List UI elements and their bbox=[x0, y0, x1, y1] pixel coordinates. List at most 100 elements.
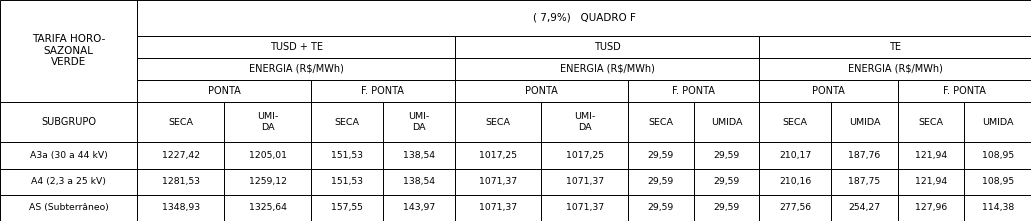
Bar bbox=[383, 169, 455, 195]
Text: 1071,37: 1071,37 bbox=[566, 203, 604, 212]
Bar bbox=[455, 80, 628, 102]
Bar bbox=[831, 143, 898, 169]
Bar bbox=[311, 169, 383, 195]
Bar bbox=[898, 102, 964, 143]
Text: UMIDA: UMIDA bbox=[710, 118, 742, 126]
Text: PONTA: PONTA bbox=[525, 86, 558, 96]
Text: ENERGIA (R$/MWh): ENERGIA (R$/MWh) bbox=[248, 64, 343, 74]
Text: 29,59: 29,59 bbox=[713, 203, 739, 212]
Bar bbox=[964, 102, 1031, 143]
Bar bbox=[898, 143, 964, 169]
Text: 29,59: 29,59 bbox=[647, 177, 674, 186]
Bar bbox=[455, 195, 541, 221]
Text: 1071,37: 1071,37 bbox=[479, 177, 518, 186]
Text: 187,75: 187,75 bbox=[849, 177, 880, 186]
Bar bbox=[898, 195, 964, 221]
Bar bbox=[455, 143, 541, 169]
Bar bbox=[898, 169, 964, 195]
Bar bbox=[541, 143, 628, 169]
Text: 29,59: 29,59 bbox=[647, 203, 674, 212]
Bar bbox=[759, 80, 898, 102]
Bar bbox=[628, 80, 759, 102]
Bar bbox=[383, 195, 455, 221]
Text: TARIFA HORO-
SAZONAL
VERDE: TARIFA HORO- SAZONAL VERDE bbox=[32, 34, 105, 67]
Text: UMI-
DA: UMI- DA bbox=[257, 112, 278, 132]
Text: 210,16: 210,16 bbox=[779, 177, 811, 186]
Bar bbox=[541, 102, 628, 143]
Bar bbox=[137, 0, 1031, 36]
Text: SUBGRUPO: SUBGRUPO bbox=[41, 117, 96, 127]
Text: SECA: SECA bbox=[168, 118, 194, 126]
Text: 1071,37: 1071,37 bbox=[479, 203, 518, 212]
Bar bbox=[831, 195, 898, 221]
Text: 108,95: 108,95 bbox=[982, 151, 1013, 160]
Bar bbox=[455, 169, 541, 195]
Bar bbox=[759, 58, 1031, 80]
Bar bbox=[137, 58, 455, 80]
Text: A3a (30 a 44 kV): A3a (30 a 44 kV) bbox=[30, 151, 107, 160]
Bar bbox=[898, 80, 1031, 102]
Bar bbox=[311, 195, 383, 221]
Bar bbox=[383, 102, 455, 143]
Bar bbox=[964, 195, 1031, 221]
Bar bbox=[541, 195, 628, 221]
Text: SECA: SECA bbox=[334, 118, 360, 126]
Bar bbox=[455, 102, 541, 143]
Text: PONTA: PONTA bbox=[812, 86, 844, 96]
Bar bbox=[541, 169, 628, 195]
Bar bbox=[628, 169, 694, 195]
Bar bbox=[0, 143, 137, 169]
Bar bbox=[759, 143, 831, 169]
Text: F. PONTA: F. PONTA bbox=[943, 86, 986, 96]
Bar bbox=[224, 102, 311, 143]
Bar bbox=[0, 102, 137, 143]
Text: 114,38: 114,38 bbox=[982, 203, 1013, 212]
Text: 29,59: 29,59 bbox=[713, 151, 739, 160]
Text: 121,94: 121,94 bbox=[914, 151, 947, 160]
Bar bbox=[759, 195, 831, 221]
Text: SECA: SECA bbox=[486, 118, 510, 126]
Text: TUSD: TUSD bbox=[594, 42, 621, 52]
Bar bbox=[0, 169, 137, 195]
Text: UMI-
DA: UMI- DA bbox=[574, 112, 595, 132]
Bar bbox=[831, 102, 898, 143]
Bar bbox=[383, 143, 455, 169]
Bar bbox=[224, 169, 311, 195]
Text: UMIDA: UMIDA bbox=[849, 118, 880, 126]
Text: 210,17: 210,17 bbox=[779, 151, 811, 160]
Bar bbox=[0, 169, 137, 195]
Text: 108,95: 108,95 bbox=[982, 177, 1013, 186]
Bar bbox=[224, 195, 311, 221]
Bar bbox=[694, 169, 759, 195]
Bar bbox=[964, 143, 1031, 169]
Text: SECA: SECA bbox=[783, 118, 807, 126]
Text: 1281,53: 1281,53 bbox=[162, 177, 200, 186]
Text: 277,56: 277,56 bbox=[779, 203, 811, 212]
Bar bbox=[759, 36, 1031, 58]
Bar bbox=[628, 195, 694, 221]
Bar bbox=[628, 102, 694, 143]
Bar bbox=[224, 143, 311, 169]
Bar bbox=[0, 195, 137, 221]
Bar bbox=[311, 102, 383, 143]
Text: 138,54: 138,54 bbox=[403, 177, 435, 186]
Text: 1017,25: 1017,25 bbox=[479, 151, 518, 160]
Bar bbox=[0, 143, 137, 169]
Bar bbox=[137, 102, 224, 143]
Bar bbox=[137, 80, 311, 102]
Bar bbox=[137, 143, 224, 169]
Text: SECA: SECA bbox=[919, 118, 943, 126]
Text: 121,94: 121,94 bbox=[914, 177, 947, 186]
Text: 1205,01: 1205,01 bbox=[248, 151, 287, 160]
Text: SECA: SECA bbox=[648, 118, 673, 126]
Text: 1259,12: 1259,12 bbox=[248, 177, 287, 186]
Text: PONTA: PONTA bbox=[208, 86, 240, 96]
Text: 187,76: 187,76 bbox=[849, 151, 880, 160]
Bar bbox=[694, 195, 759, 221]
Text: UMIDA: UMIDA bbox=[982, 118, 1013, 126]
Text: 151,53: 151,53 bbox=[331, 177, 363, 186]
Bar bbox=[694, 143, 759, 169]
Text: 143,97: 143,97 bbox=[403, 203, 435, 212]
Text: A4 (2,3 a 25 kV): A4 (2,3 a 25 kV) bbox=[31, 177, 106, 186]
Bar bbox=[137, 36, 455, 58]
